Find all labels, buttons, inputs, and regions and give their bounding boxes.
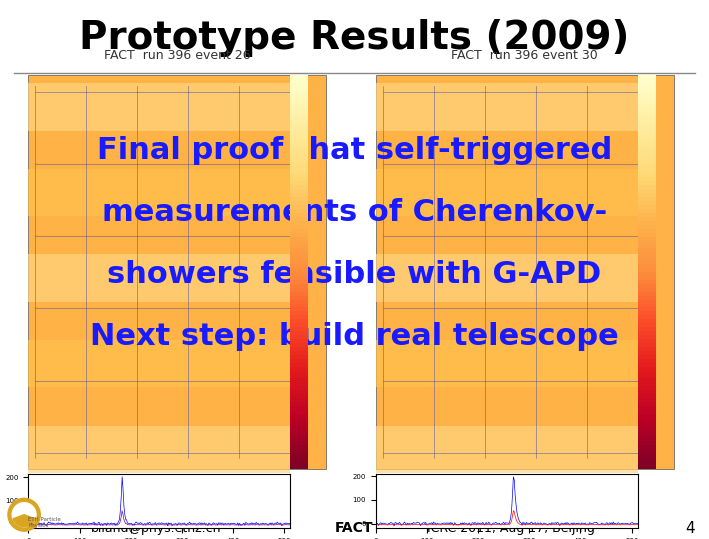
- Text: ETH Particle
Physics: ETH Particle Physics: [28, 517, 61, 528]
- Text: measurements of Cherenkov-: measurements of Cherenkov-: [102, 198, 607, 227]
- Circle shape: [12, 503, 36, 527]
- Text: FACT  run 396 event 26: FACT run 396 event 26: [104, 49, 250, 62]
- Text: biland@phys.ethz.ch: biland@phys.ethz.ch: [91, 522, 221, 535]
- Text: Prototype Results (2009): Prototype Results (2009): [79, 19, 630, 57]
- FancyBboxPatch shape: [28, 169, 291, 216]
- FancyBboxPatch shape: [28, 84, 291, 130]
- FancyBboxPatch shape: [28, 340, 291, 388]
- Wedge shape: [13, 515, 35, 527]
- FancyBboxPatch shape: [376, 254, 638, 302]
- Text: FACT: FACT: [335, 521, 374, 535]
- Text: FACT  run 396 event 30: FACT run 396 event 30: [452, 49, 598, 62]
- FancyBboxPatch shape: [376, 340, 638, 388]
- FancyBboxPatch shape: [376, 75, 674, 469]
- Text: showers feasible with G-APD: showers feasible with G-APD: [107, 260, 602, 289]
- Text: Next step: build real telescope: Next step: build real telescope: [90, 322, 619, 351]
- FancyBboxPatch shape: [28, 254, 291, 302]
- Text: Final proof that self-triggered: Final proof that self-triggered: [97, 136, 612, 165]
- Text: ICRC 2011, Aug 17, Beijing: ICRC 2011, Aug 17, Beijing: [427, 522, 594, 535]
- Circle shape: [8, 499, 40, 531]
- FancyBboxPatch shape: [376, 84, 638, 130]
- FancyBboxPatch shape: [376, 169, 638, 216]
- FancyBboxPatch shape: [28, 426, 291, 473]
- FancyBboxPatch shape: [28, 75, 326, 469]
- Text: 4: 4: [685, 521, 695, 536]
- FancyBboxPatch shape: [376, 426, 638, 473]
